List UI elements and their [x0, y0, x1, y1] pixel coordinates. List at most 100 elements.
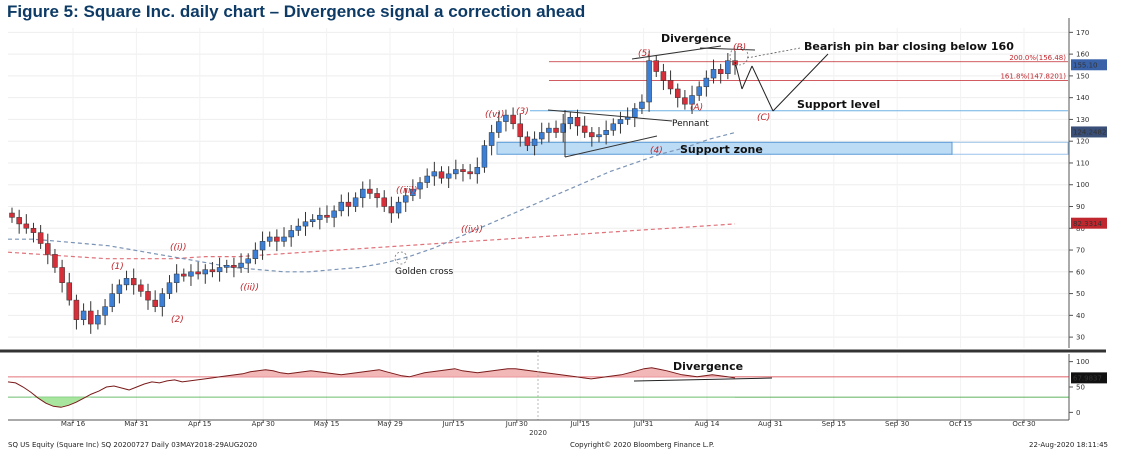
time-tick-label: Apr 15: [188, 420, 211, 428]
candle-body: [481, 145, 488, 168]
trend-line: [564, 135, 658, 158]
candle-body: [696, 86, 702, 96]
candle-body: [639, 101, 645, 109]
footer-copyright: Copyright© 2020 Bloomberg Finance L.P.: [570, 441, 715, 449]
candle-body: [388, 206, 395, 214]
wave-label: (1): [111, 262, 124, 272]
time-tick-label: Sep 30: [885, 420, 909, 428]
candle-body: [259, 241, 266, 251]
candle-body: [689, 95, 695, 105]
candle-body: [474, 167, 481, 175]
fib-label: 161.8%(147.8201): [1000, 73, 1066, 81]
candle-body: [274, 236, 280, 242]
pin-bar-pointer: [746, 47, 801, 59]
trend-line: [547, 109, 673, 122]
price-tick-label: 50: [1076, 290, 1085, 298]
price-tick-label: 40: [1076, 312, 1085, 320]
candle-body: [617, 119, 624, 125]
candle-body: [424, 175, 430, 183]
candle-body: [16, 217, 22, 225]
price-tag-ma50: [1071, 126, 1107, 138]
support-zone-label: Support zone: [680, 143, 763, 156]
price-tick-label: 120: [1076, 138, 1089, 146]
fib-label: 200.0%(156.48): [1009, 54, 1066, 62]
candle-body: [331, 210, 337, 218]
wave-label: ((iv)): [461, 225, 483, 235]
pin-bar-highlight: [729, 46, 749, 66]
candle-body: [173, 273, 180, 283]
wave-label: (A): [690, 103, 703, 113]
candle-body: [381, 197, 387, 207]
time-tick-label: May 15: [314, 420, 340, 428]
candle-body: [52, 254, 58, 268]
candle-body: [30, 228, 37, 233]
candle-body: [553, 127, 559, 133]
candle-body: [360, 188, 366, 199]
time-tick-label: Oct 15: [949, 420, 972, 428]
candle-body: [632, 108, 638, 118]
time-tick-label: Oct 30: [1012, 420, 1035, 428]
candle-body: [438, 171, 445, 179]
candle-body: [295, 225, 302, 231]
price-tick-label: 130: [1076, 116, 1089, 124]
candle-body: [524, 136, 531, 146]
candle-body: [667, 79, 674, 90]
price-tick-label: 110: [1076, 159, 1089, 167]
rsi-divergence-label: Divergence: [673, 360, 743, 373]
rsi-tag: [1071, 372, 1107, 384]
candle-body: [281, 236, 287, 242]
candle-body: [45, 243, 51, 255]
bearish-pin-label: Bearish pin bar closing below 160: [804, 40, 1014, 53]
time-tick-label: Aug 31: [758, 420, 783, 428]
time-tick-label: Aug 14: [695, 420, 720, 428]
candle-body: [224, 265, 230, 268]
candle-body: [209, 269, 216, 273]
candle-body: [410, 188, 416, 196]
candle-body: [589, 132, 595, 138]
candle-body: [417, 182, 423, 190]
time-tick-label: Jul 15: [569, 420, 590, 428]
candle-body: [252, 249, 259, 259]
trend-line: [741, 65, 753, 90]
candle-body: [87, 310, 94, 325]
rsi-tick-label: 100: [1076, 358, 1089, 366]
candle-body: [37, 232, 44, 244]
candle-body: [195, 271, 201, 275]
wave-label: ((i)): [170, 243, 187, 253]
price-tag-label: 124.2482: [1073, 129, 1106, 137]
time-tick-label: Apr 30: [252, 420, 275, 428]
candle-body: [503, 114, 509, 122]
golden-cross-highlight: [394, 251, 408, 265]
footer-source: SQ US Equity (Square Inc) SQ 20200727 Da…: [8, 441, 258, 449]
golden-cross-label: Golden cross: [395, 267, 453, 277]
ma200-line: [7, 223, 736, 260]
candle-body: [324, 214, 330, 218]
rsi-tag-label: 67.9837: [1073, 375, 1102, 383]
candle-body: [603, 130, 609, 135]
trend-line: [772, 53, 829, 112]
wave-label: ((v)): [485, 110, 504, 120]
wave-label: (3): [516, 107, 529, 117]
candle-body: [402, 195, 409, 203]
candle-body: [231, 265, 237, 268]
trend-line: [751, 65, 774, 112]
price-tick-label: 70: [1076, 247, 1085, 255]
candle-body: [66, 282, 73, 301]
candle-body: [717, 69, 724, 74]
candle-body: [159, 293, 166, 307]
candle-body: [181, 273, 187, 277]
candle-body: [710, 69, 717, 79]
wave-label: (5): [638, 49, 651, 59]
candle-body: [653, 60, 660, 72]
candle-body: [445, 173, 452, 179]
divergence-label: Divergence: [661, 32, 731, 45]
candle-body: [166, 282, 173, 294]
candle-body: [145, 291, 151, 301]
support-zone-extension: [951, 141, 1069, 155]
rsi-tick-label: 0: [1076, 409, 1080, 417]
wave-label: ((iii)): [396, 186, 418, 196]
candle-body: [367, 188, 373, 194]
candle-body: [574, 117, 581, 127]
candle-body: [266, 236, 273, 242]
